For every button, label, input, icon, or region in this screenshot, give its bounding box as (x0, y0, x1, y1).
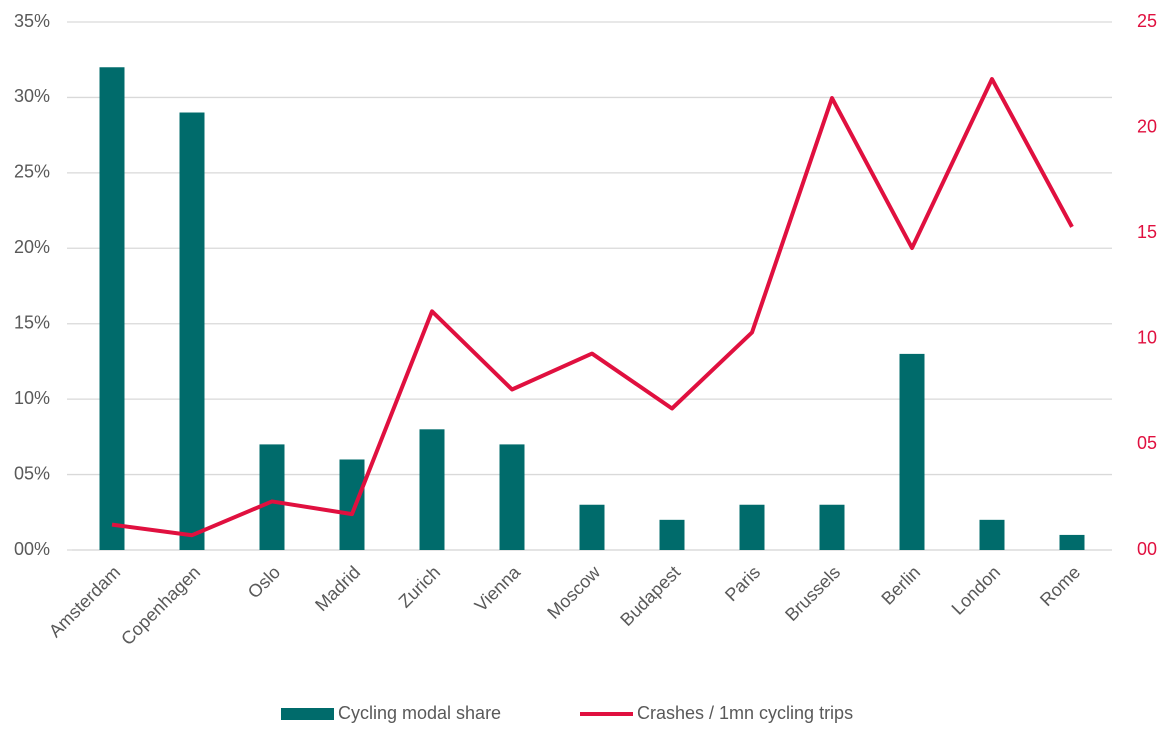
bar (899, 353, 925, 550)
y2-tick-label: 15 (1137, 222, 1157, 242)
x-tick-label: Brussels (781, 562, 844, 625)
legend-label: Crashes / 1mn cycling trips (637, 703, 853, 723)
x-tick-label: Amsterdam (45, 562, 124, 641)
bar (979, 519, 1005, 550)
y-tick-label: 10% (14, 388, 50, 408)
y-tick-label: 30% (14, 86, 50, 106)
x-tick-label: Moscow (543, 561, 605, 623)
bar (819, 504, 845, 550)
y2-tick-label: 10 (1137, 328, 1157, 348)
x-tick-label: Vienna (471, 561, 525, 615)
bar (659, 519, 685, 550)
y2-tick-label: 25 (1137, 11, 1157, 31)
bar (339, 459, 365, 550)
y-tick-label: 00% (14, 539, 50, 559)
bar (419, 429, 445, 550)
y-tick-label: 05% (14, 463, 50, 483)
bar (579, 504, 605, 550)
y2-tick-label: 00 (1137, 539, 1157, 559)
x-tick-label: Oslo (244, 562, 284, 602)
x-tick-label: Zurich (395, 562, 445, 612)
bar (259, 444, 285, 550)
x-tick-label: London (948, 562, 1005, 619)
y-tick-label: 25% (14, 162, 50, 182)
bar (179, 112, 205, 550)
y-tick-label: 15% (14, 312, 50, 332)
legend-swatch (281, 708, 334, 720)
bar (739, 504, 765, 550)
bar (1059, 534, 1085, 550)
line (111, 77, 1074, 538)
x-tick-label: Rome (1036, 562, 1084, 610)
x-tick-label: Berlin (877, 562, 924, 609)
bar (499, 444, 525, 550)
x-tick-label: Madrid (311, 562, 364, 615)
x-tick-label: Paris (721, 562, 764, 605)
y-tick-label: 35% (14, 11, 50, 31)
y2-tick-label: 20 (1137, 116, 1157, 136)
x-tick-label: Copenhagen (117, 562, 204, 649)
bar (99, 67, 125, 550)
y2-tick-label: 05 (1137, 433, 1157, 453)
x-tick-label: Budapest (616, 562, 684, 630)
legend-label: Cycling modal share (338, 703, 501, 723)
y-tick-label: 20% (14, 237, 50, 257)
